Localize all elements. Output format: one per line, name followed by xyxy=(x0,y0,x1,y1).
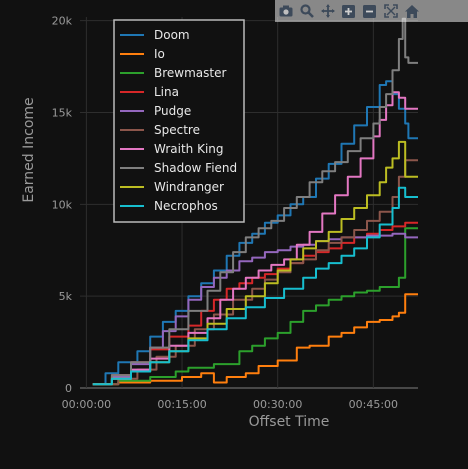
x-axis-ticks: 00:00:00 00:15:00 00:30:00 00:45:00 xyxy=(62,398,398,411)
legend-label-wraith-king[interactable]: Wraith King xyxy=(154,142,224,156)
x-tick-label: 00:15:00 xyxy=(157,398,206,411)
x-axis-title: Offset Time xyxy=(249,414,330,430)
legend-label-pudge[interactable]: Pudge xyxy=(154,104,191,118)
y-tick-label: 5k xyxy=(59,290,73,303)
zoom-icon[interactable] xyxy=(296,1,317,21)
legend-label-doom[interactable]: Doom xyxy=(154,28,190,42)
legend-label-windranger[interactable]: Windranger xyxy=(154,180,224,194)
modebar xyxy=(275,0,468,22)
x-tick-label: 00:45:00 xyxy=(349,398,398,411)
home-icon[interactable] xyxy=(401,1,422,21)
legend-label-spectre[interactable]: Spectre xyxy=(154,123,200,137)
y-tick-label: 15k xyxy=(52,107,73,120)
zoom-in-icon[interactable] xyxy=(338,1,359,21)
y-tick-label: 0 xyxy=(65,382,72,395)
legend[interactable]: Doom Io Brewmaster Lina Pudge Spectre Wraith K… xyxy=(113,19,245,223)
zoom-out-icon[interactable] xyxy=(359,1,380,21)
y-tick-label: 10k xyxy=(52,198,73,211)
legend-label-necrophos[interactable]: Necrophos xyxy=(154,199,218,213)
legend-label-io[interactable]: Io xyxy=(154,47,165,61)
series-line-shadow-fiend[interactable] xyxy=(92,17,418,386)
series-line-brewmaster[interactable] xyxy=(92,227,418,386)
y-axis-title: Earned Income xyxy=(21,97,37,202)
series-line-lina[interactable] xyxy=(92,221,418,386)
y-tick-label: 20k xyxy=(52,15,73,28)
series-line-necrophos[interactable] xyxy=(92,186,418,386)
series-layer xyxy=(92,17,418,386)
series-line-pudge[interactable] xyxy=(92,232,418,386)
legend-label-lina[interactable]: Lina xyxy=(154,85,179,99)
series-line-io[interactable] xyxy=(92,293,418,386)
x-tick-label: 00:30:00 xyxy=(253,398,302,411)
legend-box xyxy=(113,19,245,223)
legend-label-brewmaster[interactable]: Brewmaster xyxy=(154,66,226,80)
autoscale-icon[interactable] xyxy=(380,1,401,21)
y-axis-ticks: 0 5k 10k 15k 20k xyxy=(52,15,73,395)
x-tick-label: 00:00:00 xyxy=(62,398,111,411)
legend-label-shadow-fiend[interactable]: Shadow Fiend xyxy=(154,161,237,175)
pan-icon[interactable] xyxy=(317,1,338,21)
camera-icon[interactable] xyxy=(275,1,296,21)
